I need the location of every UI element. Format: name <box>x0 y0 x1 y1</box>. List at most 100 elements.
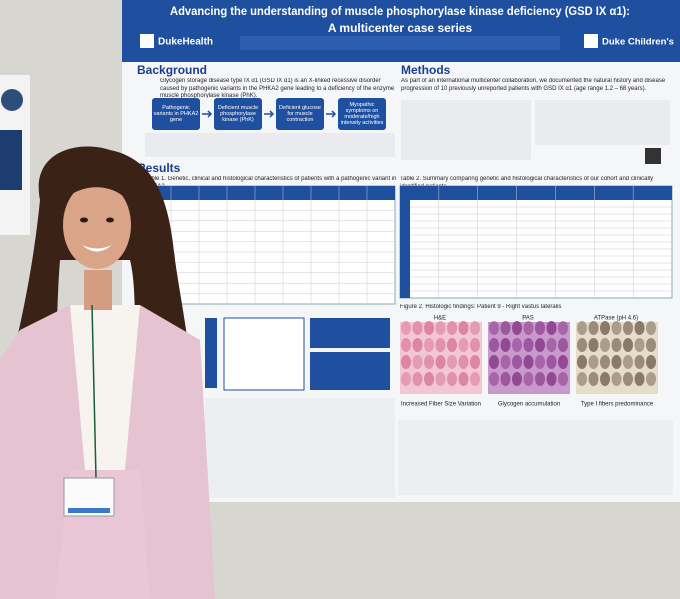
fiber <box>577 355 587 369</box>
fiber <box>470 372 480 386</box>
fiber <box>623 338 633 352</box>
fiber <box>447 355 457 369</box>
fiber <box>600 355 610 369</box>
fiber <box>523 321 534 335</box>
fiber <box>646 321 656 335</box>
fringe <box>64 177 130 205</box>
fiber <box>447 372 457 386</box>
fiber <box>535 355 545 369</box>
flow-label-text: Myopathic symptoms on moderate/high inte… <box>340 102 384 126</box>
section-heading: Methods <box>401 63 451 77</box>
fiber <box>458 372 469 386</box>
fiber <box>523 338 534 352</box>
fiber <box>401 338 411 352</box>
flow-box <box>276 98 324 130</box>
background-notes <box>145 133 395 157</box>
flow-arrow <box>264 110 275 118</box>
neck <box>84 270 112 310</box>
fiber <box>558 321 568 335</box>
fiber <box>412 338 423 352</box>
table-caption: Table 2. Summary comparing genetic and h… <box>400 176 653 186</box>
fiber <box>588 355 599 369</box>
fiber <box>634 355 645 369</box>
fiber <box>646 372 656 386</box>
figure-caption: Figure 2. Histologic findings: Patient 9… <box>400 304 561 310</box>
fiber <box>588 372 599 386</box>
fiber <box>546 372 557 386</box>
fiber <box>401 372 411 386</box>
flow-arrow <box>202 110 213 118</box>
top <box>70 305 140 470</box>
lanyard <box>91 304 97 479</box>
table-first-col <box>400 200 410 298</box>
fiber <box>489 338 499 352</box>
fiber <box>435 372 446 386</box>
results-box <box>310 318 390 348</box>
side-emblem <box>1 89 23 111</box>
side-panel <box>0 130 22 190</box>
fiber <box>401 355 411 369</box>
fiber <box>435 338 446 352</box>
fiber <box>611 372 622 386</box>
fiber <box>470 338 480 352</box>
flow-box <box>338 98 386 130</box>
logo-mark <box>584 34 598 48</box>
flow-arrow <box>326 110 337 118</box>
fiber <box>489 372 499 386</box>
fiber <box>489 355 499 369</box>
results-box <box>223 317 305 391</box>
conclusion-block <box>398 420 673 495</box>
fiber <box>577 321 587 335</box>
fiber <box>600 338 610 352</box>
fiber <box>512 355 522 369</box>
fiber <box>646 338 656 352</box>
table-header <box>143 186 395 200</box>
methods-block <box>535 100 670 145</box>
fiber <box>435 355 446 369</box>
eye <box>106 217 114 223</box>
smile <box>82 245 112 252</box>
fiber <box>470 355 480 369</box>
fiber <box>634 372 645 386</box>
flow-label-text: Deficient muscle phosphorylase kinase (P… <box>217 105 259 123</box>
panel-label: ATPase (pH 4.6) <box>594 316 638 322</box>
panel-label: H&E <box>434 316 446 322</box>
fiber <box>588 321 599 335</box>
fiber <box>577 338 587 352</box>
fiber <box>577 372 587 386</box>
fiber <box>435 321 446 335</box>
fiber <box>623 372 633 386</box>
table-caption: Table 1. Genetic, clinical and histologi… <box>145 176 396 186</box>
table <box>142 185 396 305</box>
flow-label-text: Deficient glucose for muscle contraction <box>279 105 321 123</box>
flow-label: Deficient muscle phosphorylase kinase (P… <box>217 105 259 123</box>
fiber <box>424 338 434 352</box>
poster-subtitle: A multicenter case series <box>328 21 473 35</box>
fiber <box>611 338 622 352</box>
fiber <box>588 338 599 352</box>
fiber <box>546 321 557 335</box>
flow-label-text: Pathogenic variants in PHKA2 gene <box>153 105 199 123</box>
fiber <box>535 372 545 386</box>
fiber <box>458 321 469 335</box>
fiber <box>523 372 534 386</box>
fiber <box>500 372 511 386</box>
fiber <box>611 355 622 369</box>
fiber <box>646 355 656 369</box>
fiber <box>512 338 522 352</box>
badge-stripe <box>68 508 110 513</box>
author-strip <box>240 36 560 50</box>
fiber <box>512 321 522 335</box>
fiber <box>558 355 568 369</box>
fiber <box>458 355 469 369</box>
fiber <box>558 372 568 386</box>
results-box <box>310 352 390 390</box>
fiber <box>412 355 423 369</box>
fiber <box>412 372 423 386</box>
results-box <box>205 318 217 388</box>
fiber <box>447 338 457 352</box>
fiber <box>600 321 610 335</box>
fiber <box>611 321 622 335</box>
fiber <box>401 321 411 335</box>
